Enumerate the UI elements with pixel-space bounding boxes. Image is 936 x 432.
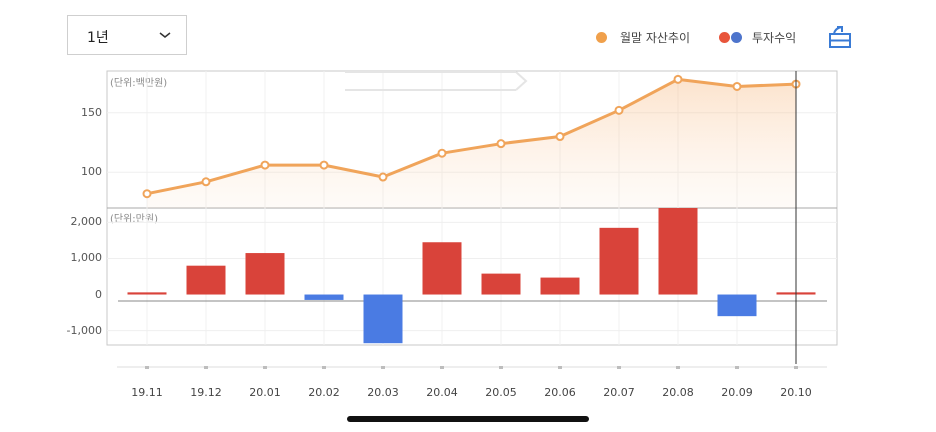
x-tick-label: 20.02 <box>308 386 340 399</box>
line-point <box>732 81 742 91</box>
chevron-down-icon <box>159 32 171 38</box>
scroll-hint-arrow <box>345 71 528 91</box>
x-tick-mark <box>499 366 503 369</box>
bar <box>186 265 226 295</box>
bar-y-tick-label: 1,000 <box>70 251 103 265</box>
x-tick-mark <box>617 366 621 369</box>
line-y-tick-label: 100 <box>81 165 102 179</box>
x-tick-label: 20.07 <box>603 386 635 399</box>
x-tick-label: 20.05 <box>485 386 517 399</box>
x-tick-mark <box>735 366 739 369</box>
x-tick-label: 20.04 <box>426 386 458 399</box>
x-tick-label: 20.01 <box>249 386 281 399</box>
line-point <box>496 139 506 149</box>
x-tick-label: 19.12 <box>190 386 222 399</box>
line-point <box>437 148 447 158</box>
line-point <box>673 74 683 84</box>
bar <box>717 294 757 317</box>
line-unit-label: (단위:백만원) <box>110 78 168 89</box>
bar <box>658 208 698 295</box>
bar <box>363 294 403 344</box>
bar <box>127 292 167 295</box>
x-tick-label: 20.06 <box>544 386 576 399</box>
line-point <box>319 160 329 170</box>
line-point <box>142 189 152 199</box>
legend-blue-dot <box>731 32 742 43</box>
legend-asset-trend: 월말 자산추이 <box>596 29 690 46</box>
asset-trend-line <box>146 77 797 196</box>
legend-red-dot <box>719 32 730 43</box>
x-tick-label: 19.11 <box>131 386 163 399</box>
period-select[interactable]: 1년 <box>67 15 187 55</box>
x-tick-label: 20.08 <box>662 386 694 399</box>
x-tick-mark <box>676 366 680 369</box>
line-y-tick-label: 150 <box>81 105 102 119</box>
x-tick-mark <box>263 366 267 369</box>
bar <box>304 294 344 300</box>
x-tick-mark <box>322 366 326 369</box>
legend-orange-dot <box>596 32 607 43</box>
bar <box>540 277 580 295</box>
x-tick-label: 20.10 <box>780 386 812 399</box>
legend-investment-return: 투자수익 <box>719 29 796 46</box>
bar-y-tick-label: -1,000 <box>66 323 102 337</box>
x-tick-mark <box>381 366 385 369</box>
x-tick-mark <box>440 366 444 369</box>
bar <box>481 273 521 295</box>
chart-toggle-icon[interactable] <box>828 25 852 49</box>
x-tick-label: 20.03 <box>367 386 399 399</box>
line-point <box>260 160 270 170</box>
period-select-value: 1년 <box>87 30 109 46</box>
legend-asset-trend-label: 월말 자산추이 <box>620 31 691 45</box>
home-indicator <box>347 416 589 422</box>
x-tick-mark <box>558 366 562 369</box>
line-point <box>555 132 565 142</box>
line-point <box>614 105 624 115</box>
line-point <box>378 172 388 182</box>
x-tick-mark <box>794 366 798 369</box>
bar <box>599 227 639 295</box>
bar <box>245 253 285 295</box>
asset-trend-area <box>147 79 796 208</box>
x-tick-mark <box>204 366 208 369</box>
bar-y-tick-label: 0 <box>95 287 102 301</box>
legend-investment-return-label: 투자수익 <box>752 31 797 45</box>
x-tick-mark <box>145 366 149 369</box>
bar-y-tick-label: 2,000 <box>70 215 103 229</box>
bar <box>422 242 462 295</box>
line-point <box>201 177 211 187</box>
bar-unit-label: (단위:만원) <box>110 214 158 225</box>
x-tick-label: 20.09 <box>721 386 753 399</box>
